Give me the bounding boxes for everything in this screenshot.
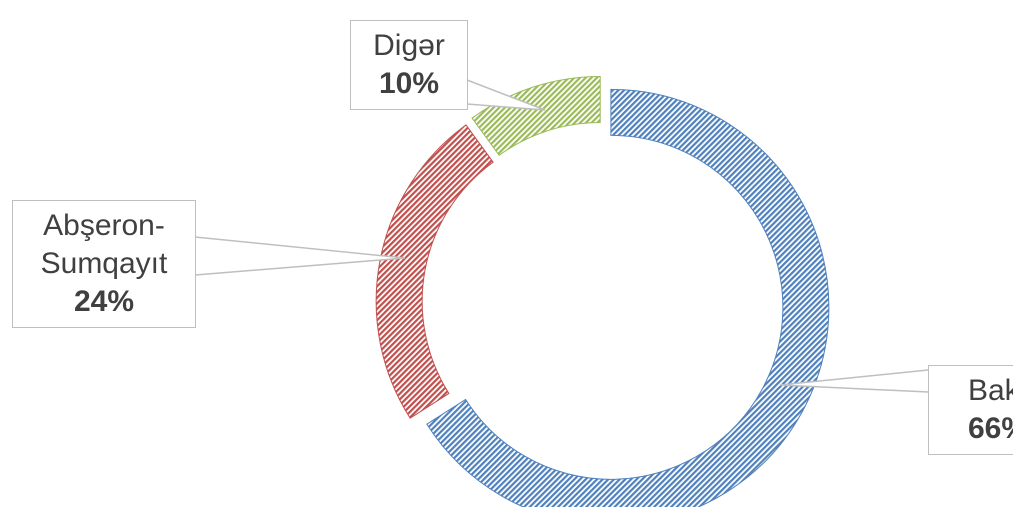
data-label-box: Bakı 66% bbox=[928, 365, 1013, 455]
value-label: 10% bbox=[378, 67, 440, 100]
donut-slice bbox=[426, 88, 830, 507]
donut-slice bbox=[471, 75, 601, 156]
category-label: Abşeron-Sumqayıt bbox=[40, 209, 168, 280]
leader-line bbox=[466, 79, 546, 111]
category-label: Digər bbox=[373, 29, 445, 62]
value-label: 66% bbox=[967, 412, 1013, 445]
leader-line bbox=[779, 369, 929, 393]
data-label-box: Abşeron-Sumqayıt 24% bbox=[12, 200, 196, 328]
data-label-box: Digər 10% bbox=[350, 20, 468, 110]
category-label: Bakı bbox=[967, 374, 1013, 407]
donut-slice bbox=[375, 124, 494, 419]
value-label: 24% bbox=[73, 285, 135, 318]
leader-line bbox=[194, 236, 406, 276]
